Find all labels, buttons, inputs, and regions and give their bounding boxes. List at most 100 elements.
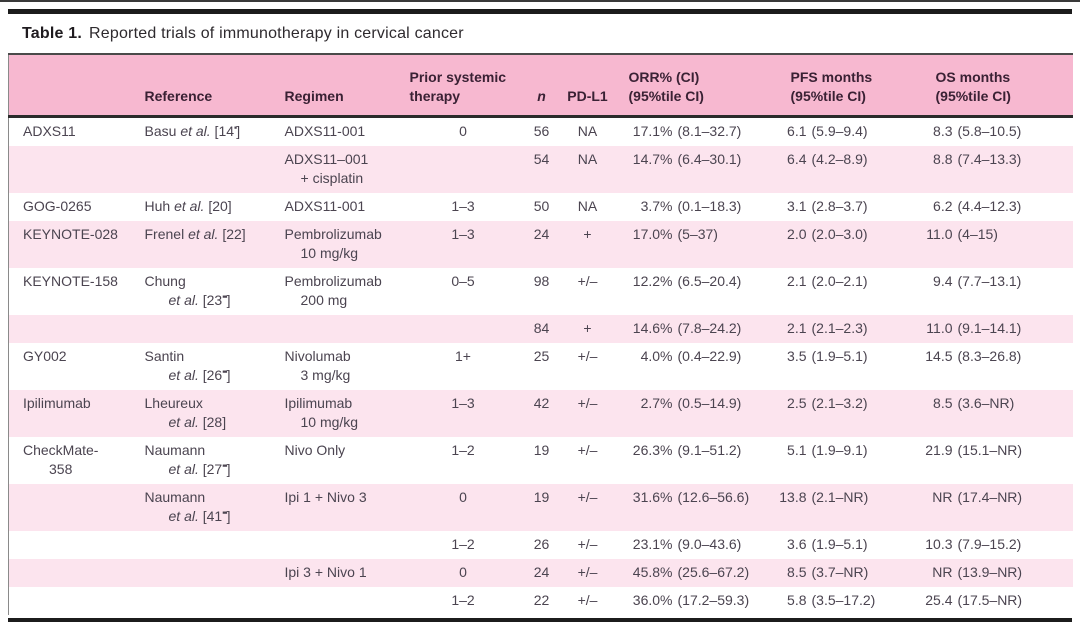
cell-os: 11.0 (9.1–14.1) [910, 315, 1073, 343]
column-header-reference: Reference [140, 54, 281, 118]
cell-orr: 45.8% (25.6–67.2) [612, 559, 763, 587]
confidence-interval: (2.1–2.3) [811, 320, 868, 336]
value: 3.7% [640, 198, 673, 214]
value: 9.4 [933, 273, 953, 289]
cell-orr: 14.6% (7.8–24.2) [612, 315, 763, 343]
cell-pfs: 3.1 (2.8–3.7) [763, 193, 911, 221]
confidence-interval: (0.1–18.3) [677, 198, 742, 214]
confidence-interval: (17.5–NR) [957, 592, 1023, 608]
cell-pfs: 3.6 (1.9–5.1) [763, 531, 911, 559]
cell-line: ADXS11-001 [284, 198, 366, 214]
cell-trial [8, 146, 141, 193]
confidence-interval: (2.1–NR) [811, 489, 869, 505]
column-header-line: Prior systemic [409, 69, 507, 85]
cell-orr: 23.1% (9.0–43.6) [613, 531, 763, 559]
confidence-interval: (9.0–43.6) [677, 536, 742, 552]
table-row: 1–2 26 +/– 23.1% (9.0–43.6) 3.6 (1.9–5.1) 10.3(… [9, 531, 1073, 559]
confidence-interval: (1.9–9.1) [811, 442, 868, 458]
cell-reference: Frenel et al. [22] [140, 221, 281, 268]
cell-os: 8.8 (7.4–13.3) [910, 146, 1073, 193]
value-with-ci: 23.1% (9.0–43.6) [617, 535, 759, 554]
cell-line: Frenel et al. [22] [144, 226, 246, 242]
value: 3.1 [787, 198, 807, 214]
cell-n: 19 [520, 484, 563, 531]
cell-line: et al. [26▪▪] [168, 366, 231, 383]
table-row: 1–2 22 +/– 36.0% (17.2–59.3) 5.8 (3.5–17.2) 25.… [9, 587, 1073, 615]
confidence-interval: (2.1–3.2) [811, 395, 868, 411]
value-with-ci: 8.3 (5.8–10.5) [915, 122, 1069, 141]
table-number-label: Table 1. [22, 25, 82, 42]
cell-line: Santin [144, 348, 185, 364]
value: 5.1 [787, 442, 807, 458]
value-with-ci: 9.4 (7.7–13.1) [915, 272, 1069, 291]
cell-line: + cisplatin [300, 170, 364, 186]
cell-line: Nivo Only [284, 442, 346, 458]
table-row: ADXS11 Basu et al. [14▪] ADXS11-001 0 56 NA 17… [9, 117, 1073, 147]
confidence-interval: (7.4–13.3) [957, 151, 1022, 167]
confidence-interval: (17.2–59.3) [677, 592, 750, 608]
value-with-ci: 36.0% (17.2–59.3) [617, 591, 759, 610]
cell-reference: Chung et al. [23▪▪] [141, 268, 281, 315]
cell-trial: ADXS11 [9, 117, 141, 147]
value: 4.0% [640, 348, 673, 364]
cell-prior: 1–3 [405, 221, 521, 268]
cell-regimen: ADXS11-001 [281, 193, 406, 221]
confidence-interval: (4.4–12.3) [957, 198, 1022, 214]
cell-line: Ipilimumab [23, 395, 91, 411]
column-header-line: n [537, 88, 546, 104]
cell-trial: GY002 [9, 343, 141, 390]
value-with-ci: 4.0% (0.4–22.9) [617, 347, 759, 366]
cell-n: 22 [533, 592, 550, 608]
cell-reference: Basu et al. [14▪] [141, 117, 281, 147]
cell-regimen [281, 531, 406, 559]
column-header-line: PD-L1 [567, 88, 608, 104]
value-with-ci: 8.5 (3.6–NR) [915, 394, 1069, 413]
cell-line: 200 mg [300, 292, 348, 308]
cell-pdl1: +/– [562, 390, 613, 437]
cell-prior: 1+ [455, 348, 471, 364]
cell-regimen: Ipi 3 + Nivo 1 [280, 559, 406, 587]
value: 45.8% [632, 564, 673, 580]
cell-regimen: Ipilimumab 10 mg/kg [280, 390, 406, 437]
column-header-pdl1: PD-L1 [562, 54, 613, 118]
confidence-interval: (6.5–20.4) [677, 273, 742, 289]
cell-reference: Lheureux et al. [28] [140, 390, 281, 437]
cell-reference: Huh et al. [20] [141, 193, 281, 221]
cell-n: 54 [520, 146, 563, 193]
cell-pdl1: + [562, 315, 613, 343]
confidence-interval: (5.8–10.5) [957, 123, 1022, 139]
table-body: ADXS11 Basu et al. [14▪] ADXS11-001 0 56 NA 17… [8, 117, 1073, 616]
cell-orr: 2.7% (0.5–14.9) [612, 390, 763, 437]
value-with-ci: 31.6% (12.6–56.6) [617, 488, 759, 507]
cell-line: Basu et al. [14▪] [144, 122, 241, 139]
table-title-text: Reported trials of immunotherapy in cerv… [89, 25, 464, 42]
cell-prior [405, 315, 521, 343]
value-with-ci: 5.8 (3.5–17.2) [767, 591, 907, 610]
cell-prior: 0 [459, 123, 467, 139]
cell-regimen: Pembrolizumab 10 mg/kg [280, 221, 406, 268]
value: 3.5 [787, 348, 807, 364]
cell-line: GY002 [23, 348, 67, 364]
cell-line: Chung [144, 273, 186, 289]
cell-reference [140, 146, 281, 193]
cell-line: ADXS11 [23, 123, 76, 139]
value: 14.7% [632, 151, 673, 167]
cell-line: ADXS11-001 [284, 123, 366, 139]
cell-line: Naumann [144, 489, 206, 505]
confidence-interval: (17.4–NR) [957, 489, 1023, 505]
cell-pdl1: +/– [577, 592, 598, 608]
cell-line: 3 mg/kg [300, 367, 351, 383]
value: 6.1 [787, 123, 807, 139]
value: 8.8 [933, 151, 953, 167]
cell-line: 10 mg/kg [300, 414, 359, 430]
cell-orr: 36.0% (17.2–59.3) [613, 587, 763, 615]
cell-reference: Naumann et al. [41▪▪] [140, 484, 281, 531]
value-with-ci: 11.0 (9.1–14.1) [915, 319, 1069, 338]
column-header-os: OS months (95%tile CI) [910, 54, 1073, 118]
column-header-line: (95%tile CI) [935, 88, 1011, 104]
cell-trial: KEYNOTE-158 [9, 268, 141, 315]
column-header-line: Reference [144, 88, 213, 104]
cell-pdl1: +/– [577, 442, 598, 458]
cell-trial: Ipilimumab [8, 390, 141, 437]
cell-regimen: Nivo Only [281, 437, 406, 484]
